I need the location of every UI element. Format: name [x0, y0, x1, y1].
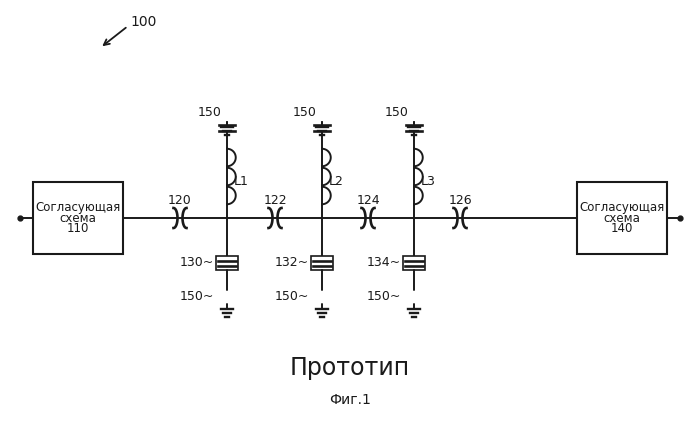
- Text: 150~: 150~: [367, 289, 401, 302]
- Text: Согласующая: Согласующая: [36, 201, 120, 214]
- FancyBboxPatch shape: [403, 256, 425, 270]
- Text: Фиг.1: Фиг.1: [329, 393, 371, 407]
- Text: Прототип: Прототип: [290, 356, 410, 380]
- Text: 132~: 132~: [275, 257, 309, 270]
- Text: 126: 126: [448, 194, 472, 207]
- Text: 110: 110: [66, 222, 89, 235]
- Bar: [577, 182, 667, 254]
- FancyBboxPatch shape: [311, 256, 333, 270]
- Text: L1: L1: [234, 175, 249, 188]
- Text: 120: 120: [168, 194, 192, 207]
- Text: схема: схема: [60, 212, 97, 225]
- Text: 150: 150: [293, 107, 317, 119]
- Text: 130~: 130~: [180, 257, 214, 270]
- Text: L3: L3: [421, 175, 436, 188]
- Text: 134~: 134~: [367, 257, 401, 270]
- Text: 150: 150: [385, 107, 409, 119]
- Text: 140: 140: [611, 222, 634, 235]
- Text: схема: схема: [603, 212, 640, 225]
- Text: L2: L2: [329, 175, 344, 188]
- Text: Согласующая: Согласующая: [580, 201, 664, 214]
- Text: 150~: 150~: [180, 289, 214, 302]
- Text: 124: 124: [356, 194, 380, 207]
- Text: 150: 150: [198, 107, 222, 119]
- FancyBboxPatch shape: [216, 256, 238, 270]
- Text: 150~: 150~: [274, 289, 309, 302]
- Bar: [33, 182, 123, 254]
- Text: 122: 122: [263, 194, 287, 207]
- Text: 100: 100: [130, 15, 156, 29]
